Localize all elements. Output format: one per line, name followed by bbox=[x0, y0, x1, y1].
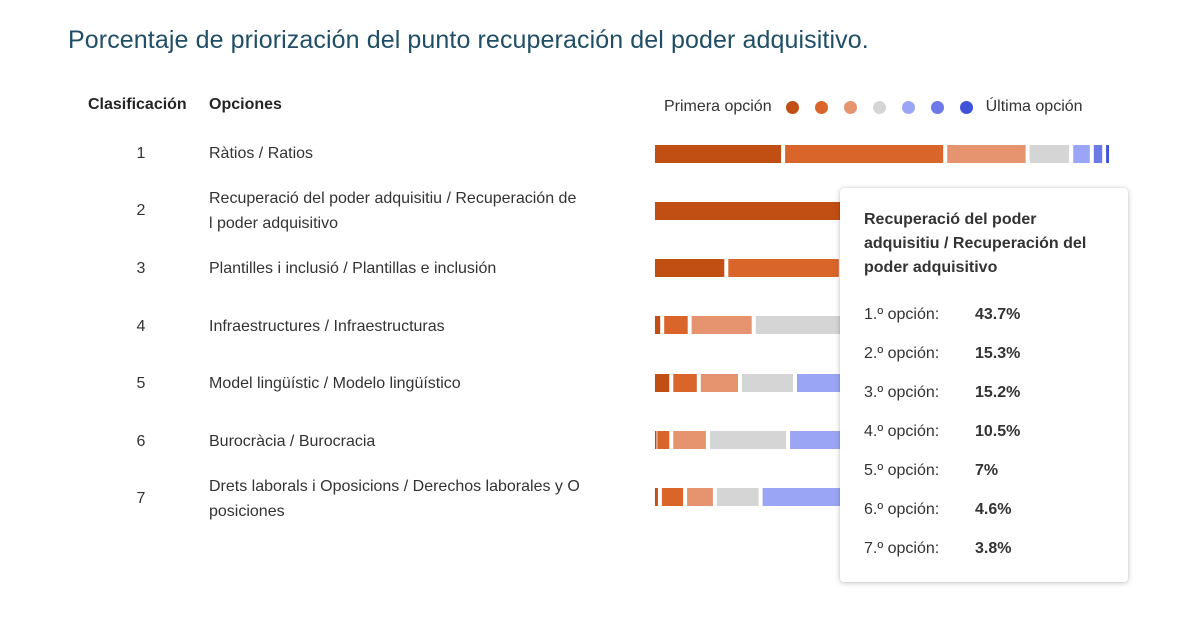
bar-segment[interactable] bbox=[1093, 145, 1103, 163]
legend-first-label: Primera opción bbox=[664, 98, 772, 115]
tooltip-row-value: 3.8% bbox=[975, 539, 1012, 557]
legend-last-label: Última opción bbox=[985, 98, 1083, 115]
tooltip-row-label: 7.º opción: bbox=[864, 539, 940, 557]
tooltip-row-value: 4.6% bbox=[975, 500, 1012, 518]
bar-segment[interactable] bbox=[716, 488, 759, 506]
tooltip-row: 7.º opción: 3.8% bbox=[864, 529, 1106, 568]
rank-number: 1 bbox=[136, 145, 146, 162]
option-label-line: l poder adquisitivo bbox=[209, 215, 338, 232]
bar-segment[interactable] bbox=[1106, 145, 1109, 163]
rank-number: 3 bbox=[136, 260, 146, 277]
tooltip-row-label: 1.º opción: bbox=[864, 305, 940, 323]
tooltip-row-value: 15.2% bbox=[975, 383, 1021, 401]
option-label: Recuperació del poder adquisitiu / Recup… bbox=[209, 186, 619, 236]
option-label-line: Infraestructures / Infraestructuras bbox=[209, 318, 445, 335]
tooltip-row-label: 3.º opción: bbox=[864, 383, 940, 401]
bar-segment[interactable] bbox=[785, 145, 944, 163]
tooltip: Recuperació del poder adquisitiu / Recup… bbox=[840, 188, 1128, 582]
tooltip-row-label: 4.º opción: bbox=[864, 422, 940, 440]
option-label-line: Plantilles i inclusió / Plantillas e inc… bbox=[209, 260, 497, 277]
page-title: Porcentaje de priorización del punto rec… bbox=[68, 26, 869, 54]
option-label: Model lingüístic / Modelo lingüístico bbox=[209, 371, 619, 396]
legend-dot-2 bbox=[814, 100, 828, 114]
bar-segment[interactable] bbox=[655, 431, 657, 449]
tooltip-row: 3.º opción: 15.2% bbox=[864, 373, 1106, 412]
bar-segment[interactable] bbox=[655, 259, 725, 277]
legend: Primera opción Última opción bbox=[664, 96, 1083, 118]
legend-dot-3 bbox=[843, 100, 857, 114]
rank-number: 2 bbox=[136, 202, 146, 219]
bar-segment[interactable] bbox=[691, 316, 752, 334]
legend-dot-4 bbox=[872, 100, 886, 114]
tooltip-row-value: 43.7% bbox=[975, 305, 1021, 323]
option-label: Burocràcia / Burocracia bbox=[209, 429, 619, 454]
option-label-line: posiciones bbox=[209, 503, 285, 520]
legend-dot-1 bbox=[785, 100, 799, 114]
bar-segment[interactable] bbox=[655, 374, 670, 392]
option-label-line: Ràtios / Ratios bbox=[209, 145, 314, 162]
bar-segment[interactable] bbox=[728, 259, 839, 277]
tooltip-rows: 1.º opción: 43.7% 2.º opción: 15.3% 3.º op… bbox=[864, 295, 1106, 568]
bar-segment[interactable] bbox=[655, 202, 852, 220]
bar-segment[interactable] bbox=[655, 145, 782, 163]
options-column-header: Opciones bbox=[209, 96, 282, 113]
option-label: Infraestructures / Infraestructuras bbox=[209, 314, 619, 339]
bar-segment[interactable] bbox=[655, 488, 658, 506]
bar-segment[interactable] bbox=[1073, 145, 1090, 163]
rank-number: 7 bbox=[136, 490, 146, 507]
tooltip-row-value: 10.5% bbox=[975, 422, 1021, 440]
bar-segment[interactable] bbox=[1029, 145, 1070, 163]
tooltip-row-label: 5.º opción: bbox=[864, 461, 940, 479]
bar-segment[interactable] bbox=[661, 488, 684, 506]
rank-number: 4 bbox=[136, 318, 146, 335]
option-label-line: Drets laborals i Oposicions / Derechos l… bbox=[209, 478, 580, 495]
option-label-line: Recuperació del poder adquisitiu / Recup… bbox=[209, 190, 577, 207]
legend-dot-5 bbox=[901, 100, 915, 114]
option-label-line: Burocràcia / Burocracia bbox=[209, 433, 376, 450]
tooltip-row-value: 15.3% bbox=[975, 344, 1021, 362]
bar-segment[interactable] bbox=[710, 431, 787, 449]
rank-column-header: Clasificación bbox=[88, 96, 187, 113]
tooltip-row: 1.º opción: 43.7% bbox=[864, 295, 1106, 334]
tooltip-row: 2.º opción: 15.3% bbox=[864, 334, 1106, 373]
bar-segment[interactable] bbox=[673, 431, 706, 449]
option-label: Plantilles i inclusió / Plantillas e inc… bbox=[209, 256, 619, 281]
tooltip-title: Recuperació del poder adquisitiu / Recup… bbox=[864, 211, 1087, 276]
bar-segment[interactable] bbox=[947, 145, 1026, 163]
tooltip-row: 5.º opción: 7% bbox=[864, 451, 1106, 490]
legend-dot-7 bbox=[959, 100, 973, 114]
tooltip-row: 6.º opción: 4.6% bbox=[864, 490, 1106, 529]
bar-segment[interactable] bbox=[657, 431, 670, 449]
rank-number: 6 bbox=[136, 433, 146, 450]
rank-number: 5 bbox=[136, 375, 146, 392]
option-label-line: Model lingüístic / Modelo lingüístico bbox=[209, 375, 461, 392]
bar-segment[interactable] bbox=[755, 316, 853, 334]
bar-segment[interactable] bbox=[700, 374, 738, 392]
option-label: Drets laborals i Oposicions / Derechos l… bbox=[209, 474, 619, 524]
tooltip-row-label: 6.º opción: bbox=[864, 500, 940, 518]
bar-segment[interactable] bbox=[742, 374, 793, 392]
tooltip-row-value: 7% bbox=[975, 461, 999, 479]
bar-segment[interactable] bbox=[655, 316, 661, 334]
legend-dot-6 bbox=[930, 100, 944, 114]
bar-segment[interactable] bbox=[673, 374, 697, 392]
bar-segment[interactable] bbox=[664, 316, 688, 334]
tooltip-row: 4.º opción: 10.5% bbox=[864, 412, 1106, 451]
option-label: Ràtios / Ratios bbox=[209, 141, 619, 166]
bar-segment[interactable] bbox=[687, 488, 713, 506]
tooltip-row-label: 2.º opción: bbox=[864, 344, 940, 362]
